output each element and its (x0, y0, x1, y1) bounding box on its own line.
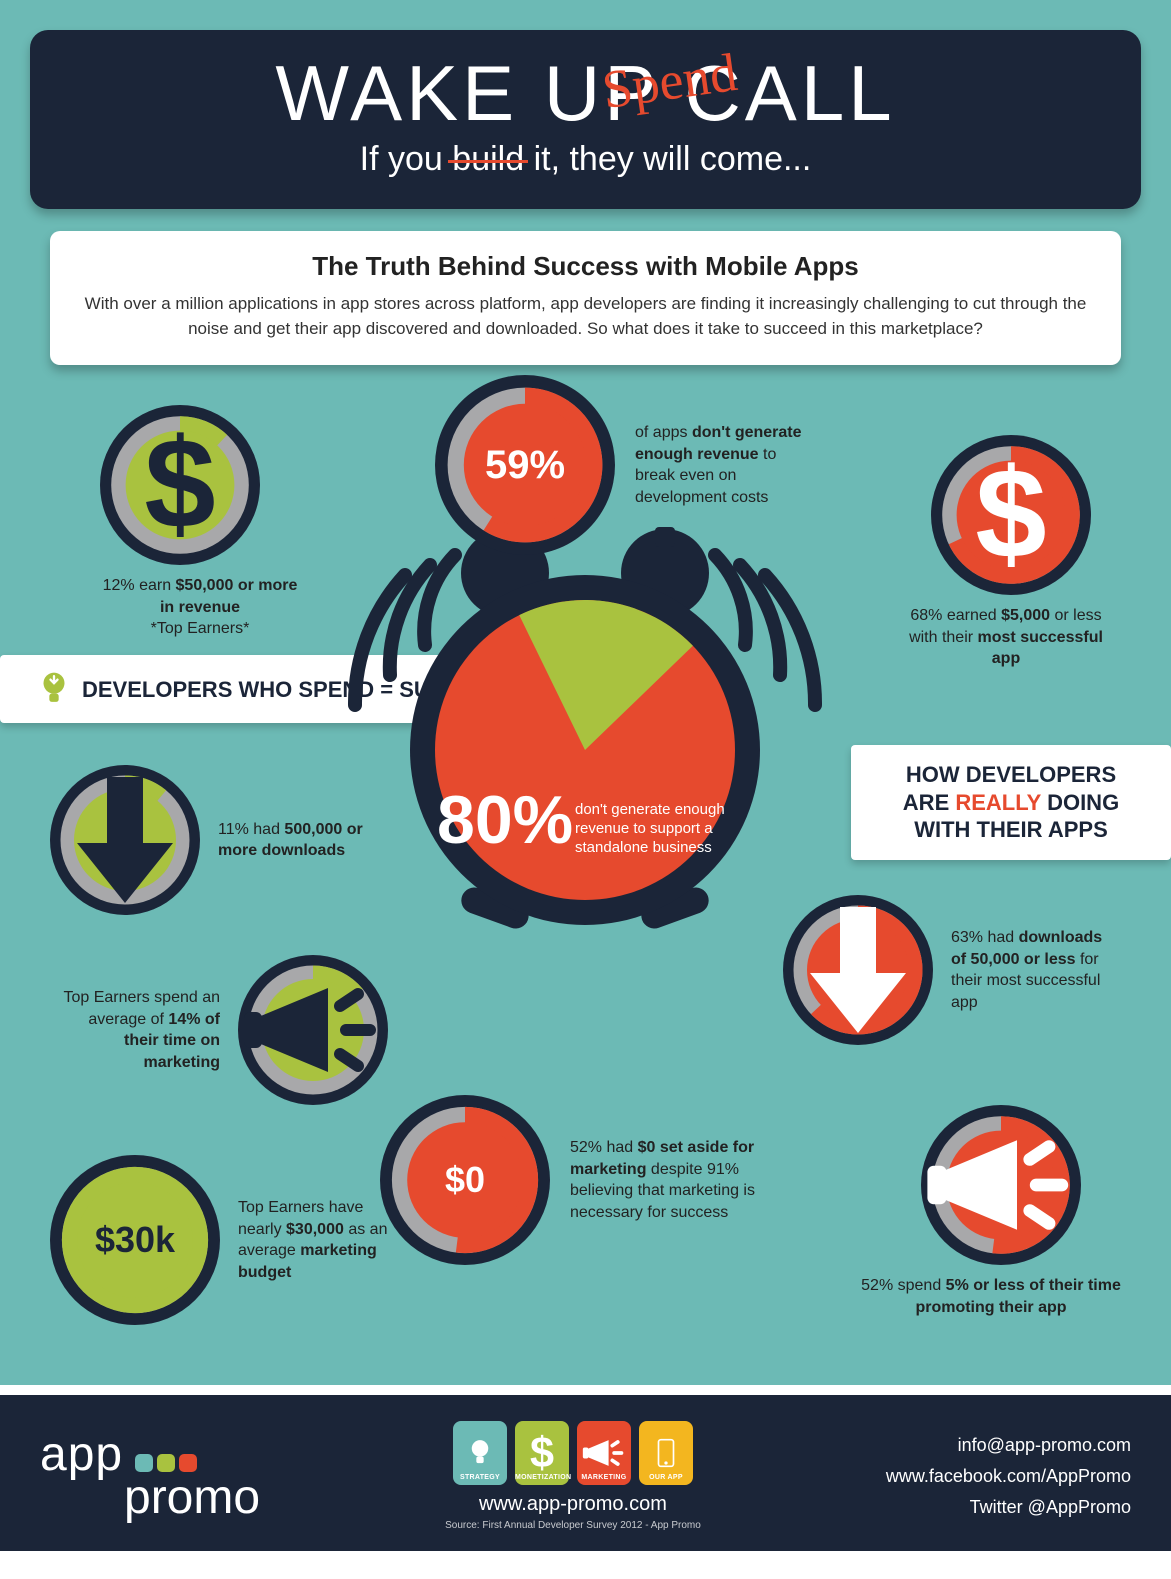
header-sub-strike: build (452, 140, 524, 179)
bubble-mid-left: 11% had 500,000 or more downloads (50, 765, 378, 915)
intro-body: With over a million applications in app … (78, 292, 1093, 341)
logo-promo: promo (124, 1470, 260, 1525)
header-sub-pre: If you (360, 140, 453, 178)
cap-14pct: Top Earners spend an average of 14% of t… (50, 987, 220, 1073)
bubble-top-left: $ 12% earn $50,000 or more in revenue*To… (100, 405, 300, 640)
cap-30k: Top Earners have nearly $30,000 as an av… (238, 1197, 408, 1283)
logo-app: app (40, 1427, 123, 1482)
footer-email: info@app-promo.com (886, 1430, 1131, 1461)
footer-contacts: info@app-promo.com www.facebook.com/AppP… (886, 1430, 1131, 1522)
donut-50k: $ (100, 405, 260, 565)
donut-14pct (238, 955, 388, 1105)
cap-59: of apps don't generate enough revenue to… (635, 422, 805, 508)
donut-500k (50, 765, 200, 915)
bubble-bottom-left: $30k Top Earners have nearly $30,000 as … (50, 1155, 408, 1325)
footer-icon-marketing: MARKETING (577, 1421, 631, 1485)
infographic-canvas: DEVELOPERS WHO SPEND = SUCCEED HOW DEVEL… (30, 365, 1141, 1385)
logo: app promo (40, 1427, 260, 1525)
header-box: WAKE UP CALL Spend If you build it, they… (30, 30, 1141, 209)
header-title: WAKE UP CALL (60, 54, 1111, 132)
donut-59: 59% (435, 375, 615, 555)
cap-50k: 12% earn $50,000 or more in revenue*Top … (100, 575, 300, 640)
alarm-clock: 80% don't generate enough revenue to sup… (385, 515, 785, 935)
bubble-mid-right: 63% had downloads of 50,000 or less for … (783, 895, 1121, 1045)
svg-text:$: $ (144, 413, 215, 556)
footer-icon-our app: OUR APP (639, 1421, 693, 1485)
intro-box: The Truth Behind Success with Mobile App… (50, 231, 1121, 365)
footer-icons: STRATEGY$MONETIZATIONMARKETINGOUR APP (445, 1421, 701, 1485)
clock-caption: don't generate enough revenue to support… (575, 801, 725, 857)
donut-5k: $ (931, 435, 1091, 595)
footer-middle: STRATEGY$MONETIZATIONMARKETINGOUR APP ww… (445, 1421, 701, 1531)
bubble-low-right: 52% spend 5% or less of their time promo… (861, 1105, 1121, 1318)
svg-text:$: $ (975, 443, 1046, 586)
cap-50k-down: 63% had downloads of 50,000 or less for … (951, 927, 1121, 1013)
label-really: HOW DEVELOPERS ARE REALLY DOING WITH THE… (851, 745, 1171, 860)
label-really-em: REALLY (955, 790, 1041, 815)
cap-5pct: 52% spend 5% or less of their time promo… (861, 1275, 1121, 1318)
cap-5k: 68% earned $5,000 or less with their mos… (901, 605, 1111, 670)
footer: app promo STRATEGY$MONETIZATIONMARKETING… (0, 1395, 1171, 1551)
clock-percent: 80% (437, 781, 573, 859)
bubble-top-right: $ 68% earned $5,000 or less with their m… (901, 435, 1111, 670)
donut-30k: $30k (50, 1155, 220, 1325)
svg-text:$: $ (530, 1430, 554, 1478)
donut-50k-down (783, 895, 933, 1045)
footer-url: www.app-promo.com (445, 1493, 701, 1516)
bubble-low-left: Top Earners spend an average of 14% of t… (50, 955, 388, 1105)
footer-tw: Twitter @AppPromo (886, 1492, 1131, 1523)
bubble-low-mid: $0 52% had $0 set aside for marketing de… (380, 1095, 780, 1265)
footer-source: Source: First Annual Developer Survey 20… (445, 1520, 701, 1531)
header-subtitle: If you build it, they will come... (360, 140, 812, 179)
footer-separator (0, 1385, 1171, 1395)
bubble-top-mid: 59% of apps don't generate enough revenu… (435, 375, 805, 555)
cap-500k: 11% had 500,000 or more downloads (218, 819, 378, 862)
intro-title: The Truth Behind Success with Mobile App… (78, 251, 1093, 282)
infographic-page: WAKE UP CALL Spend If you build it, they… (0, 0, 1171, 1385)
donut-5pct (921, 1105, 1081, 1265)
bulb-icon (40, 669, 68, 709)
cap-zero: 52% had $0 set aside for marketing despi… (570, 1137, 780, 1223)
footer-icon-strategy: STRATEGY (453, 1421, 507, 1485)
footer-fb: www.facebook.com/AppPromo (886, 1461, 1131, 1492)
footer-icon-monetization: $MONETIZATION (515, 1421, 569, 1485)
header-sub-post: it, they will come... (524, 140, 811, 178)
